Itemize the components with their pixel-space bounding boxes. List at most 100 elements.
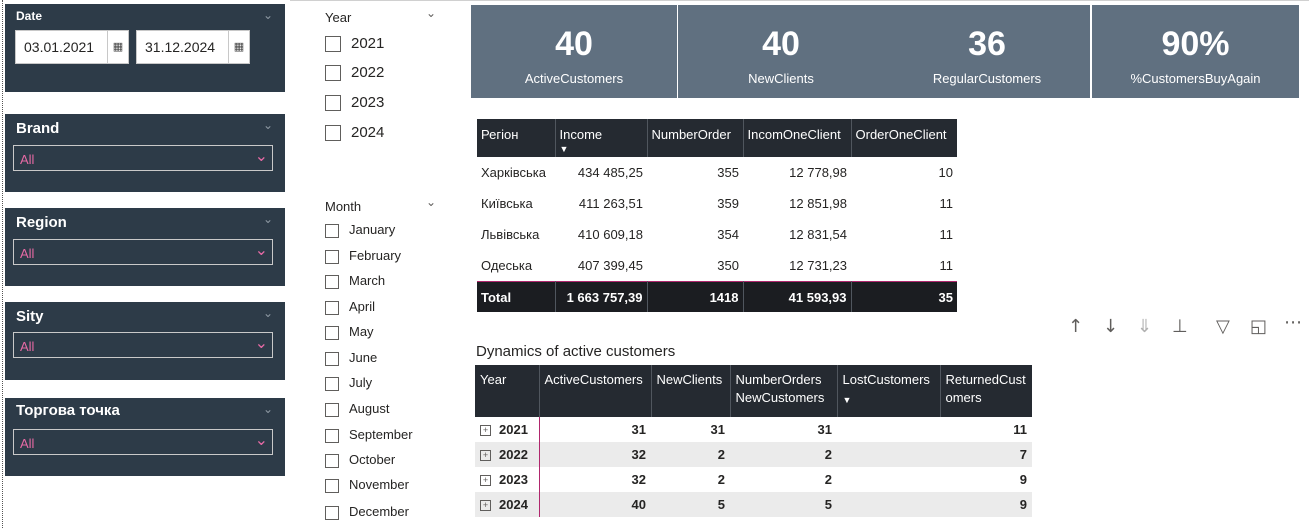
table-cell: 354 — [717, 227, 739, 242]
regular-customers-card: 36 RegularCustomers — [884, 5, 1090, 98]
checkbox[interactable] — [325, 478, 339, 493]
month-slicer-title: Month — [325, 199, 362, 214]
column-header-numberorders-newcustomers[interactable]: NumberOrders NewCustomers — [730, 365, 838, 417]
region-dropdown[interactable]: All ⌄ — [13, 239, 273, 265]
column-header-numberorder[interactable]: NumberOrder — [647, 119, 744, 157]
month-option[interactable]: June — [325, 350, 377, 366]
checkbox[interactable] — [325, 274, 339, 289]
year-cell: +2024 — [475, 492, 540, 517]
table-row[interactable]: Львівська 410 609,18 354 12 831,54 11 — [477, 219, 957, 250]
chevron-down-icon[interactable]: ⌄ — [262, 402, 273, 416]
dynamics-table: Year ActiveCustomers NewClients NumberOr… — [475, 365, 1032, 517]
table-cell: 32 — [631, 472, 646, 487]
checkbox[interactable] — [325, 428, 339, 443]
column-header-year[interactable]: Year — [475, 365, 540, 417]
month-option-label: March — [349, 273, 386, 288]
table-row[interactable]: Одеська 407 399,45 350 12 731,23 11 — [477, 250, 957, 282]
drill-up-icon[interactable]: ↑ — [1068, 316, 1084, 337]
next-level-icon[interactable]: ⇓ — [1137, 316, 1153, 337]
more-options-icon[interactable]: ⋯ — [1284, 312, 1302, 333]
end-date-input[interactable]: 31.12.2024 ▦ — [136, 30, 250, 64]
month-option[interactable]: July — [325, 375, 372, 391]
month-option-label: August — [349, 401, 390, 416]
checkbox[interactable] — [325, 351, 339, 366]
column-header-orderoneclient[interactable]: OrderOneClient — [851, 119, 957, 157]
month-option[interactable]: April — [325, 299, 375, 315]
table-row[interactable]: +2021 31 31 31 11 — [475, 417, 1032, 442]
chevron-down-icon[interactable]: ⌄ — [262, 118, 273, 132]
month-option[interactable]: August — [325, 401, 389, 417]
checkbox[interactable] — [325, 300, 339, 315]
table-cell: Львівська — [481, 227, 540, 242]
month-option[interactable]: December — [325, 504, 409, 520]
month-option[interactable]: February — [325, 248, 401, 264]
expand-icon[interactable]: + — [480, 475, 491, 487]
card-label: %CustomersBuyAgain — [1130, 71, 1261, 86]
table-cell: 2 — [824, 472, 832, 487]
sity-slicer: Sity ⌄ All ⌄ — [5, 302, 285, 380]
year-option[interactable]: 2024 — [325, 124, 384, 142]
start-date-input[interactable]: 03.01.2021 ▦ — [15, 30, 129, 64]
filter-icon[interactable]: ▽ — [1216, 316, 1230, 337]
store-dropdown[interactable]: All ⌄ — [13, 429, 273, 455]
expand-icon[interactable]: + — [480, 500, 491, 512]
sity-dropdown-value: All — [20, 339, 35, 354]
column-header-income[interactable]: Income ▼ — [555, 119, 648, 157]
month-option[interactable]: November — [325, 477, 409, 493]
month-option-label: December — [349, 504, 409, 519]
expand-icon[interactable]: + — [480, 450, 491, 462]
calendar-icon[interactable]: ▦ — [107, 31, 128, 63]
month-option[interactable]: September — [325, 427, 413, 443]
table-cell: 12 778,98 — [789, 165, 847, 180]
checkbox[interactable] — [325, 402, 339, 417]
chevron-down-icon[interactable]: ⌄ — [262, 212, 273, 226]
brand-dropdown[interactable]: All ⌄ — [13, 145, 273, 171]
checkbox[interactable] — [325, 249, 339, 264]
column-header-lostcustomers[interactable]: LostCustomers ▼ — [837, 365, 941, 417]
column-header-incomoneclient[interactable]: IncomOneClient — [743, 119, 852, 157]
checkbox[interactable] — [325, 453, 339, 468]
column-header-region[interactable]: Регіон — [477, 119, 556, 157]
chevron-down-icon[interactable]: ⌄ — [426, 195, 437, 209]
drill-down-icon[interactable]: ↓ — [1103, 316, 1119, 337]
calendar-icon[interactable]: ▦ — [228, 31, 249, 63]
checkbox[interactable] — [325, 95, 341, 112]
checkbox[interactable] — [325, 376, 339, 391]
dynamics-title: Dynamics of active customers — [476, 343, 676, 360]
checkbox[interactable] — [325, 505, 339, 520]
table-row[interactable]: Київська 411 263,51 359 12 851,98 11 — [477, 188, 957, 219]
table-row[interactable]: +2022 32 2 2 7 — [475, 442, 1032, 467]
chevron-down-icon[interactable]: ⌄ — [262, 306, 273, 320]
focus-mode-icon[interactable]: ◱ — [1250, 316, 1268, 337]
expand-icon[interactable]: + — [480, 425, 491, 437]
column-header-newclients[interactable]: NewClients — [651, 365, 731, 417]
month-option[interactable]: March — [325, 273, 385, 289]
month-option[interactable]: January — [325, 222, 395, 238]
checkbox[interactable] — [325, 325, 339, 340]
table-cell: 434 485,25 — [577, 165, 643, 180]
year-cell: +2022 — [475, 442, 540, 467]
table-row[interactable]: Харківська 434 485,25 355 12 778,98 10 — [477, 157, 957, 188]
month-option[interactable]: May — [325, 324, 374, 340]
checkbox[interactable] — [325, 223, 339, 238]
expand-hierarchy-icon[interactable]: ⊥ — [1172, 316, 1188, 337]
checkbox[interactable] — [325, 125, 341, 142]
card-label: RegularCustomers — [932, 71, 1042, 86]
month-option[interactable]: October — [325, 452, 395, 468]
table-row[interactable]: +2024 40 5 5 9 — [475, 492, 1032, 517]
month-option-label: July — [349, 375, 373, 390]
year-option[interactable]: 2022 — [325, 64, 384, 82]
table-cell: 355 — [717, 165, 739, 180]
year-option[interactable]: 2023 — [325, 94, 384, 112]
chevron-down-icon[interactable]: ⌄ — [262, 8, 273, 22]
year-option[interactable]: 2021 — [325, 35, 384, 53]
sort-descending-icon: ▼ — [559, 144, 569, 154]
table-cell: 5 — [651, 492, 730, 517]
checkbox[interactable] — [325, 36, 341, 53]
chevron-down-icon[interactable]: ⌄ — [426, 6, 437, 20]
column-header-returnedcustomers[interactable]: ReturnedCust omers — [940, 365, 1032, 417]
table-row[interactable]: +2023 32 2 2 9 — [475, 467, 1032, 492]
column-header-activecustomers[interactable]: ActiveCustomers — [539, 365, 652, 417]
checkbox[interactable] — [325, 65, 341, 82]
sity-dropdown[interactable]: All ⌄ — [13, 332, 273, 358]
